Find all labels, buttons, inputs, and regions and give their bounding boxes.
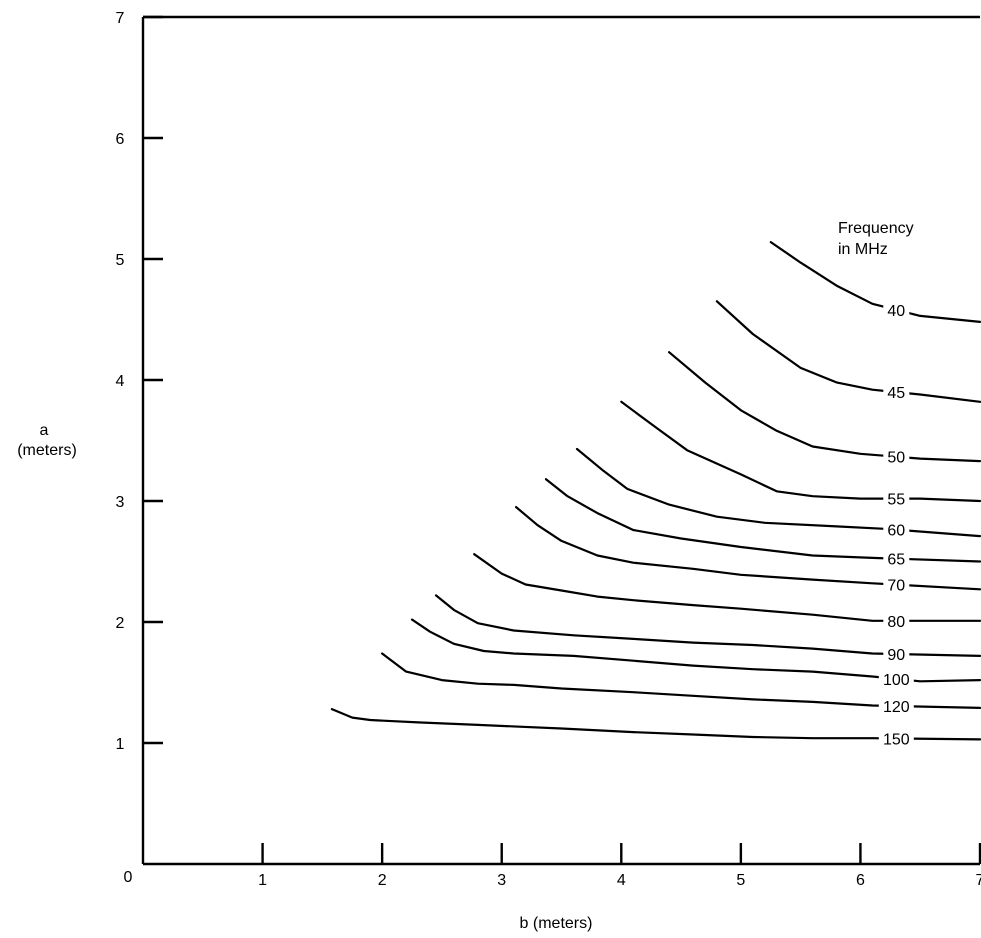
y-tick-label: 2 <box>116 615 125 632</box>
y-tick-label: 5 <box>116 252 125 269</box>
y-axis-title-line1: a <box>40 422 49 439</box>
x-tick-label: 2 <box>378 872 387 889</box>
contour-line-60mhz <box>575 447 981 538</box>
x-tick-label: 5 <box>736 872 745 889</box>
contour-label-90mhz: 90 <box>887 647 905 664</box>
contour-line-65mhz <box>544 478 981 563</box>
contour-label-70mhz: 70 <box>887 578 905 595</box>
contour-label-bg <box>878 729 914 748</box>
frequency-labels: 40 45 50 55 60 65 70 80 90 100 120 150 <box>878 300 914 748</box>
contour-label-bg <box>878 697 914 716</box>
contour-label-bg <box>883 575 910 594</box>
legend-title-line1: Frequency <box>838 220 914 237</box>
contour-label-80mhz: 80 <box>887 614 905 631</box>
contour-label-bg <box>883 300 910 319</box>
contour-label-bg <box>878 669 914 688</box>
x-tick-label: 4 <box>617 872 626 889</box>
contour-label-bg <box>883 644 910 663</box>
contour-line-50mhz <box>668 351 981 463</box>
contour-label-40mhz: 40 <box>887 303 905 320</box>
contour-label-100mhz: 100 <box>883 672 910 689</box>
contour-label-120mhz: 120 <box>883 699 910 716</box>
contour-line-40mhz <box>769 241 981 323</box>
x-axis-ticks: 1 2 3 4 5 6 7 <box>258 843 981 889</box>
contour-line-70mhz <box>515 506 981 591</box>
contour-label-60mhz: 60 <box>887 523 905 540</box>
x-tick-label: 3 <box>497 872 506 889</box>
contour-label-150mhz: 150 <box>883 731 910 748</box>
contour-line-55mhz <box>620 400 981 503</box>
contour-line-80mhz <box>473 553 981 622</box>
contour-label-bg <box>883 383 910 402</box>
contour-label-bg <box>883 611 910 630</box>
legend-title-line2: in MHz <box>838 241 888 258</box>
x-axis-title: b (meters) <box>520 915 593 932</box>
contour-label-55mhz: 55 <box>887 492 905 509</box>
x-tick-label: 7 <box>976 872 981 889</box>
contour-line-100mhz <box>410 618 981 683</box>
y-tick-label: 7 <box>116 10 125 27</box>
x-tick-label: 1 <box>258 872 267 889</box>
y-tick-label: 1 <box>116 736 125 753</box>
frequency-curves <box>330 241 981 741</box>
origin-label: 0 <box>124 869 133 886</box>
axes <box>141 15 980 866</box>
contour-line-150mhz <box>330 708 981 741</box>
y-axis-title-line2: (meters) <box>17 442 77 459</box>
contour-label-bg <box>883 447 910 466</box>
contour-line-120mhz <box>381 652 981 709</box>
contour-line-90mhz <box>434 594 981 657</box>
contour-label-bg <box>883 520 910 539</box>
y-tick-label: 6 <box>116 131 125 148</box>
contour-label-65mhz: 65 <box>887 552 905 569</box>
contour-label-bg <box>883 489 910 508</box>
contour-label-50mhz: 50 <box>887 450 905 467</box>
contour-line-45mhz <box>715 300 981 403</box>
y-axis-ticks: 1 2 3 4 5 6 7 <box>116 10 163 753</box>
x-tick-label: 6 <box>856 872 865 889</box>
y-tick-label: 3 <box>116 494 125 511</box>
contour-label-45mhz: 45 <box>887 385 905 402</box>
y-tick-label: 4 <box>116 373 125 390</box>
contour-label-bg <box>883 549 910 568</box>
